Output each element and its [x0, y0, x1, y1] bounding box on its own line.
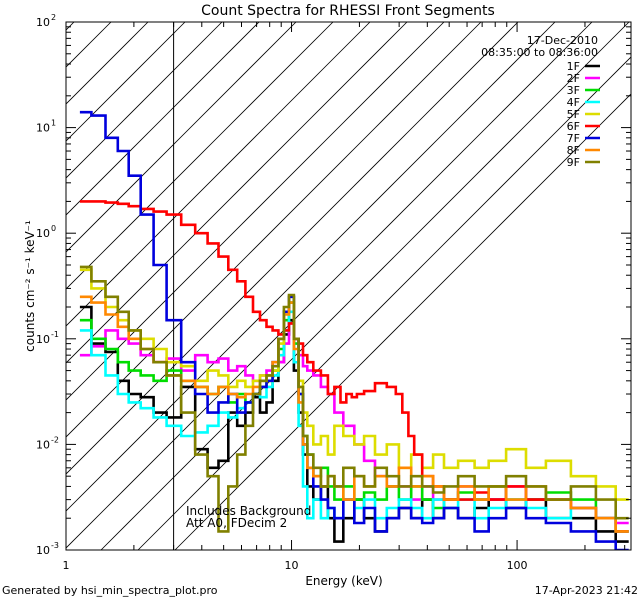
series-8F [79, 295, 629, 533]
footer-timestamp: 17-Apr-2023 21:42 [535, 584, 638, 597]
legend-label-2F: 2F [567, 72, 580, 85]
legend-label-1F: 1F [567, 60, 580, 73]
annotation-attenuator: Att A0, FDecim 2 [186, 516, 287, 530]
y-tick-exponent: -3 [51, 541, 59, 550]
time-range-label: 08:35:00 to 08:36:00 [481, 46, 598, 59]
y-tick-label: 10 [36, 122, 50, 135]
legend-label-6F: 6F [567, 120, 580, 133]
legend-label-5F: 5F [567, 108, 580, 121]
y-tick-label: 10 [36, 333, 50, 346]
y-tick-exponent: -1 [51, 330, 59, 339]
y-tick-exponent: -2 [51, 435, 59, 444]
x-tick-label: 10 [285, 559, 299, 572]
legend-label-9F: 9F [567, 156, 580, 169]
plot-frame [65, 21, 632, 551]
series-9F [79, 265, 629, 533]
legend-label-4F: 4F [567, 96, 580, 109]
y-tick-label: 10 [36, 544, 50, 557]
legend-label-7F: 7F [567, 132, 580, 145]
series-5F [79, 268, 629, 501]
y-tick-label: 10 [36, 16, 50, 29]
x-axis-label: Energy (keV) [305, 574, 382, 588]
y-tick-label: 10 [36, 438, 50, 451]
legend-label-8F: 8F [567, 144, 580, 157]
chart-title: Count Spectra for RHESSI Front Segments [201, 3, 495, 19]
y-tick-exponent: 0 [51, 224, 56, 233]
x-tick-label: 1 [63, 559, 70, 572]
y-axis-label: counts cm⁻² s⁻¹ keV⁻¹ [23, 220, 37, 352]
date-label: 17-Dec-2010 [527, 34, 598, 47]
legend-label-3F: 3F [567, 84, 580, 97]
y-tick-exponent: 2 [51, 13, 56, 22]
annotation-background: Includes Background [186, 504, 311, 518]
y-tick-exponent: 1 [51, 119, 56, 128]
footer-generated-by: Generated by hsi_min_spectra_plot.pro [2, 584, 218, 597]
x-tick-label: 100 [507, 559, 528, 572]
y-tick-label: 10 [36, 227, 50, 240]
